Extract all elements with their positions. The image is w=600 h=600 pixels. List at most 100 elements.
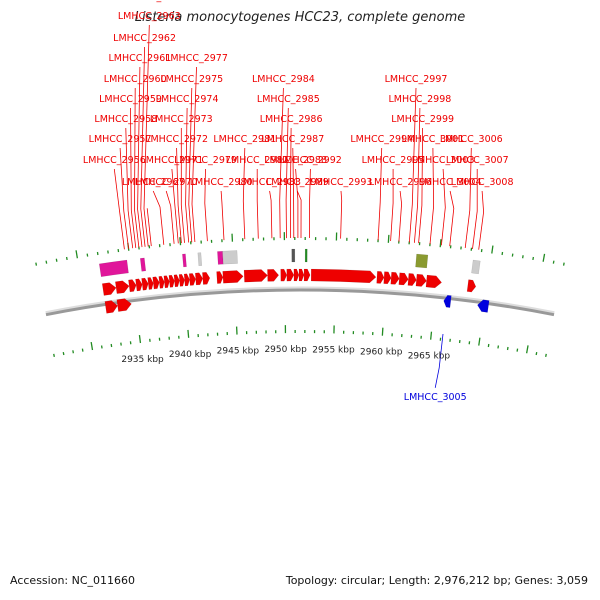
gene-label[interactable]: LMHCC_2983	[238, 177, 301, 188]
gene-label[interactable]: LMHCC_2957	[89, 134, 152, 145]
scale-label: 2960 kbp	[360, 348, 403, 358]
feature-genes-gene[interactable]	[222, 270, 244, 284]
gene-label-reverse[interactable]: LMHCC_3005	[404, 392, 467, 403]
feature-genes-gene[interactable]	[141, 277, 149, 291]
outer-tick	[179, 237, 182, 246]
gene-label[interactable]: LMHCC_2993	[310, 177, 373, 188]
gene-label[interactable]: LMHCC_3006	[440, 134, 503, 145]
gene-label[interactable]: LMHCC_2962	[113, 33, 176, 44]
feature-forward-olive[interactable]	[415, 253, 429, 269]
gene-label[interactable]: LMHCC_2998	[388, 94, 451, 105]
feature-genes-gene[interactable]	[183, 273, 190, 287]
feature-genes-gene[interactable]	[243, 269, 268, 283]
feature-forward-tick[interactable]	[304, 248, 308, 263]
gene-label[interactable]: LMHCC_2961	[108, 53, 171, 64]
feature-genes-gene[interactable]	[188, 273, 196, 286]
gene-label[interactable]: LMHCC_2999	[391, 114, 454, 125]
gene-label[interactable]: LMHCC_2972	[145, 134, 208, 145]
feature-genes-gene[interactable]	[128, 279, 137, 293]
feature-genes-gene[interactable]	[390, 271, 400, 285]
feature-genes-gene[interactable]	[466, 279, 477, 293]
gene-label[interactable]: LMHCC_2988	[264, 155, 327, 166]
feature-genes-gene[interactable]	[178, 273, 185, 287]
gene-label[interactable]: LMHCC_2956	[83, 155, 146, 166]
feature-genes-gene[interactable]	[310, 268, 377, 284]
outer-tick	[387, 234, 390, 243]
gene-label[interactable]: LMHCC_2977	[165, 53, 228, 64]
feature-genes-gene[interactable]	[152, 276, 160, 290]
gene-label[interactable]: LMHCC_3003	[412, 155, 475, 166]
feature-forward-rrna[interactable]	[182, 253, 187, 268]
feature-genes-gene[interactable]	[173, 274, 180, 288]
gene-label[interactable]: LMHCC_2959	[99, 94, 162, 105]
gene-label[interactable]: LMHCC_2986	[260, 114, 323, 125]
label-leader-line	[285, 107, 289, 239]
feature-forward-rrna[interactable]	[139, 257, 147, 272]
gene-label[interactable]: LMHCC_2967	[122, 177, 185, 188]
scale-label: 2935 kbp	[121, 355, 164, 365]
feature-genes-gene[interactable]	[286, 268, 295, 282]
feature-lower-gene[interactable]	[104, 300, 118, 314]
feature-genes-gene[interactable]	[115, 280, 130, 294]
feature-genes-gene[interactable]	[194, 272, 204, 286]
gene-label[interactable]: LMHCC_2981	[213, 134, 276, 145]
gene-label[interactable]: LMHCC_3008	[451, 177, 514, 188]
gene-label[interactable]: LMHCC_2979	[174, 155, 237, 166]
feature-reverse-gene[interactable]	[477, 299, 490, 313]
gene-label[interactable]: LMHCC_2974	[156, 94, 219, 105]
gene-label[interactable]: LMHCC_2997	[385, 74, 448, 85]
gene-label[interactable]: LMHCC_2963	[118, 11, 181, 22]
feature-genes-gene[interactable]	[163, 275, 170, 289]
feature-genes-gene[interactable]	[216, 271, 224, 284]
feature-forward-rrna[interactable]	[98, 259, 129, 278]
gene-label[interactable]: LMHCC_2980	[190, 177, 253, 188]
gene-label[interactable]: LMHCC_2970	[135, 177, 198, 188]
gene-label[interactable]: LMHCC_3001	[401, 134, 464, 145]
label-leader-line	[464, 147, 472, 249]
gene-label[interactable]: LMHCC_2982	[226, 155, 289, 166]
gene-label[interactable]: LMHCC_2973	[150, 114, 213, 125]
feature-forward-pseudo[interactable]	[471, 259, 481, 275]
gene-label[interactable]: LMHCC_3007	[446, 155, 509, 166]
gene-label[interactable]: LMHCC_2984	[252, 74, 315, 85]
gene-label[interactable]: LMHCC_2996	[369, 177, 432, 188]
feature-lower-gene[interactable]	[116, 298, 132, 312]
feature-forward-dark[interactable]	[291, 248, 296, 263]
gene-label[interactable]: LMHCC_2987	[261, 134, 324, 145]
label-leader-line	[130, 107, 137, 248]
feature-reverse-gene[interactable]	[443, 294, 452, 308]
feature-genes-gene[interactable]	[303, 268, 311, 282]
feature-genes-gene[interactable]	[398, 272, 409, 286]
feature-genes-gene[interactable]	[383, 271, 392, 285]
gene-label[interactable]: LMHCC_2971	[141, 155, 204, 166]
gene-label[interactable]: LMHCC_2958	[94, 114, 157, 125]
gene-label[interactable]: LMHCC_2975	[160, 74, 223, 85]
feature-forward-pseudo[interactable]	[222, 250, 238, 265]
gene-label[interactable]: LMHCC_2960	[104, 74, 167, 85]
feature-genes-gene[interactable]	[202, 272, 211, 285]
gene-label[interactable]: LMHCC_2964	[123, 0, 186, 3]
gene-label[interactable]: LMHCC_2994	[350, 134, 413, 145]
feature-genes-gene[interactable]	[425, 274, 442, 289]
feature-genes-gene[interactable]	[168, 274, 175, 288]
feature-genes-gene[interactable]	[147, 277, 154, 290]
feature-genes-gene[interactable]	[267, 269, 280, 282]
feature-forward-pseudo[interactable]	[197, 252, 203, 267]
gene-label[interactable]: LMHCC_3004	[419, 177, 482, 188]
feature-genes-gene[interactable]	[293, 268, 300, 282]
feature-genes-gene[interactable]	[101, 282, 117, 296]
feature-genes-gene[interactable]	[376, 270, 385, 284]
feature-genes-gene[interactable]	[135, 278, 143, 292]
gene-label[interactable]: LMHCC_2995	[362, 155, 425, 166]
gene-label[interactable]: LMHCC_2992	[279, 155, 342, 166]
gene-label[interactable]: LMHCC_2985	[257, 94, 320, 105]
feature-genes-gene[interactable]	[298, 268, 305, 282]
gene-label[interactable]: LMHCC_2989	[266, 177, 329, 188]
feature-forward-rrna[interactable]	[217, 250, 224, 265]
feature-genes-gene[interactable]	[280, 268, 288, 282]
map-title: Listeria monocytogenes HCC23, complete g…	[134, 10, 466, 25]
feature-genes-gene[interactable]	[407, 273, 417, 287]
feature-genes-gene[interactable]	[415, 273, 427, 287]
feature-genes-gene[interactable]	[158, 275, 165, 289]
